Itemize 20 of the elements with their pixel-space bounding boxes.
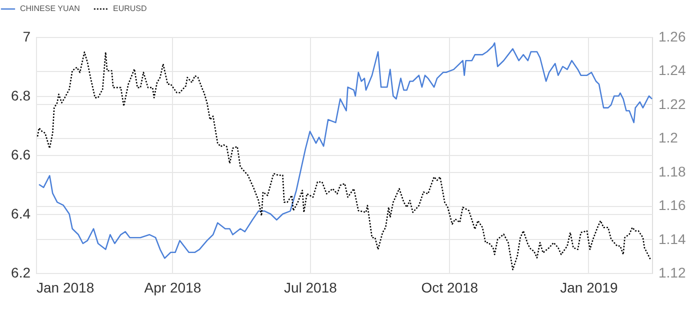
y2-tick-label: 1.22 xyxy=(658,96,686,112)
y-tick-label: 6.4 xyxy=(11,206,31,222)
y-tick-label: 7 xyxy=(22,28,31,44)
x-tick-label: Jan 2018 xyxy=(36,280,94,296)
y-tick-label: 6.6 xyxy=(11,146,31,162)
y2-tick-label: 1.14 xyxy=(658,230,686,247)
legend-label: CHINESE YUAN xyxy=(20,4,80,13)
legend-label: EURUSD xyxy=(113,4,148,13)
x-tick-label: Jan 2019 xyxy=(560,280,618,296)
y-tick-label: 6.8 xyxy=(11,88,31,104)
y2-tick-label: 1.16 xyxy=(658,197,686,214)
y-tick-label: 6.2 xyxy=(11,264,31,280)
y2-tick-label: 1.2 xyxy=(658,130,678,146)
x-tick-label: Jul 2018 xyxy=(284,280,338,296)
y2-tick-label: 1.24 xyxy=(658,62,686,78)
y2-tick-label: 1.18 xyxy=(658,163,686,180)
x-tick-label: Oct 2018 xyxy=(421,280,478,296)
x-tick-label: Apr 2018 xyxy=(144,280,202,296)
y2-tick-label: 1.12 xyxy=(658,264,686,280)
y2-tick-label: 1.26 xyxy=(658,28,686,44)
